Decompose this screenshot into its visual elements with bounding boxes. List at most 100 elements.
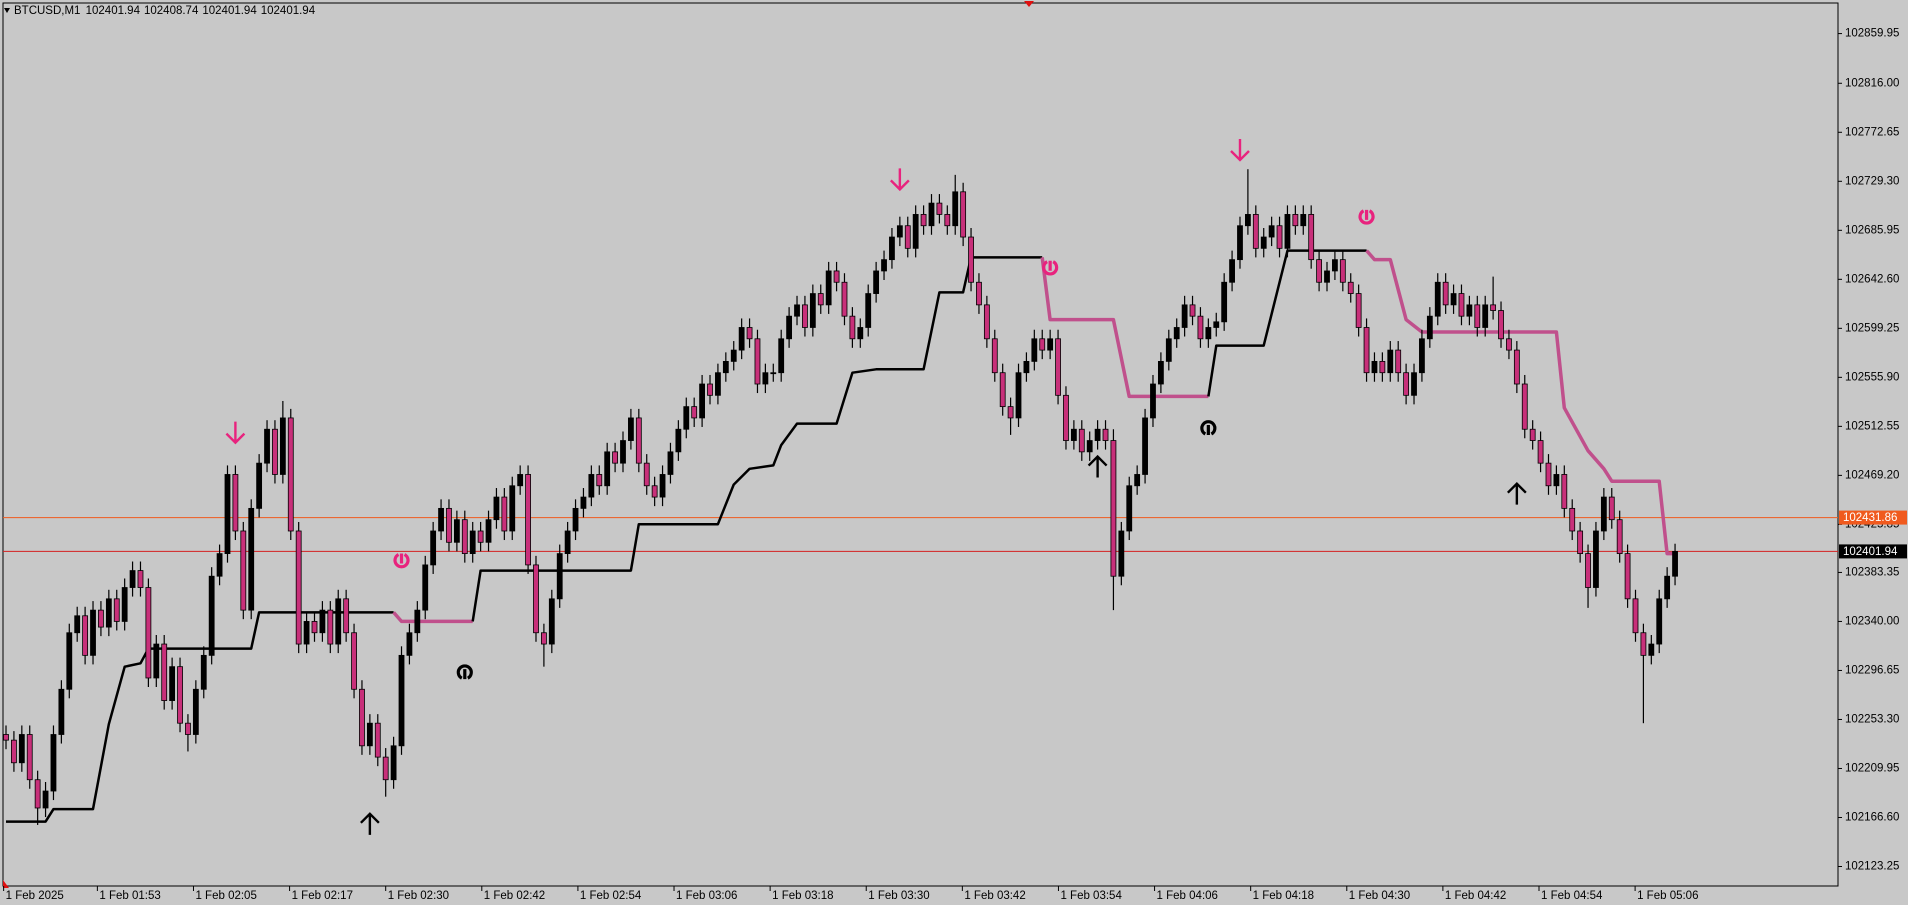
candle-body — [802, 304, 808, 328]
candle-body — [675, 428, 682, 453]
candle-body — [1308, 214, 1315, 261]
candle-body — [564, 530, 571, 555]
candle-body — [651, 485, 658, 498]
y-tick-label: 102209.95 — [1845, 763, 1899, 775]
candle-body — [145, 587, 152, 679]
y-tick-label: 102383.35 — [1845, 566, 1899, 578]
candle-body — [469, 530, 476, 555]
x-tick-label: 1 Feb 01:53 — [99, 890, 160, 902]
candle-body — [936, 202, 943, 215]
candle-body — [1569, 507, 1576, 532]
candle-body — [319, 609, 326, 634]
candle-body — [303, 621, 310, 645]
exit-sell-signal — [1358, 209, 1375, 225]
candle-body — [1585, 553, 1591, 588]
candle-body — [730, 349, 737, 362]
candle-body — [928, 202, 935, 227]
trailing-stop — [392, 611, 473, 624]
candle-body — [1498, 310, 1504, 340]
candle-body — [1070, 428, 1077, 441]
candle-body — [1252, 214, 1259, 249]
price-label-box — [1839, 544, 1907, 559]
candle-body — [643, 462, 650, 487]
candle-body — [82, 615, 89, 656]
y-tick-label: 102599.25 — [1845, 322, 1899, 334]
candle-body — [485, 519, 492, 543]
candle-body — [1007, 406, 1014, 419]
candle-body — [1648, 643, 1655, 656]
candle-body — [1371, 361, 1378, 374]
exit-sell-signal — [393, 553, 410, 569]
candle-body — [98, 609, 104, 628]
candle-body — [707, 383, 713, 396]
x-tick-label: 1 Feb 02:42 — [484, 890, 545, 902]
x-tick-label: 1 Feb 03:30 — [868, 890, 929, 902]
y-tick-label: 102555.90 — [1845, 371, 1899, 383]
candle-body — [517, 474, 524, 487]
candle-body — [983, 304, 990, 340]
candle-body — [509, 485, 516, 532]
x-tick-label: 1 Feb 05:06 — [1637, 890, 1698, 902]
candle-body — [74, 615, 81, 634]
candle-body — [1529, 428, 1536, 441]
candle-body — [960, 191, 967, 238]
candle-body — [1237, 225, 1243, 261]
candle-body — [683, 406, 690, 430]
price-label-box — [1839, 510, 1907, 525]
candle-body — [1577, 530, 1584, 555]
exit-buy-signal — [456, 664, 473, 680]
candle-body — [1031, 338, 1038, 362]
candle-body — [1608, 496, 1615, 521]
candle-body — [461, 519, 468, 555]
candle-body — [548, 598, 555, 645]
candle-body — [1506, 338, 1512, 351]
candle-body — [1063, 394, 1069, 441]
candle-body — [588, 474, 595, 498]
candle-body — [1213, 321, 1220, 328]
candle-body — [248, 507, 255, 611]
y-tick-label: 102816.00 — [1845, 77, 1899, 89]
candle-body — [414, 609, 421, 634]
candle-body — [366, 722, 373, 747]
candle-body — [1656, 598, 1663, 645]
trailing-stop — [471, 256, 1043, 622]
symbol: BTCUSD,M1 — [14, 5, 80, 17]
candle-body — [453, 519, 460, 543]
candle-body — [770, 372, 777, 375]
candle-body — [1624, 553, 1631, 600]
x-tick-label: 1 Feb 04:30 — [1349, 890, 1410, 902]
candle-body — [1047, 338, 1054, 351]
candle-body — [161, 643, 168, 701]
candle-body — [809, 293, 816, 328]
candle-body — [398, 654, 405, 747]
candle-body — [1403, 372, 1410, 396]
candle-body — [177, 666, 183, 724]
candle-body — [691, 406, 698, 419]
candle-body — [192, 688, 199, 735]
candle-body — [406, 632, 413, 656]
candle-body — [18, 734, 25, 764]
candle-body — [1490, 304, 1497, 311]
y-tick-label: 102166.60 — [1845, 812, 1899, 824]
candle-body — [1561, 474, 1568, 509]
candle-body — [493, 496, 500, 521]
candle-body — [232, 474, 239, 532]
candle-body — [121, 587, 128, 622]
candle-body — [169, 666, 176, 701]
candle-body — [968, 236, 974, 283]
candle-body — [738, 327, 745, 351]
candle-body — [1189, 304, 1196, 317]
x-tick-label: 1 Feb 02:54 — [580, 890, 642, 902]
price-label: 102431.86 — [1843, 512, 1897, 524]
candle-body — [501, 496, 508, 532]
candle-body — [185, 722, 191, 735]
candle-body — [1616, 519, 1623, 555]
candle-body — [374, 722, 381, 758]
x-tick-label: 1 Feb 2025 — [6, 890, 64, 902]
candle-body — [620, 440, 626, 464]
x-tick-label: 1 Feb 04:54 — [1541, 890, 1603, 902]
candle-body — [833, 270, 840, 283]
candle-body — [1094, 428, 1101, 441]
candle-body — [66, 632, 73, 690]
